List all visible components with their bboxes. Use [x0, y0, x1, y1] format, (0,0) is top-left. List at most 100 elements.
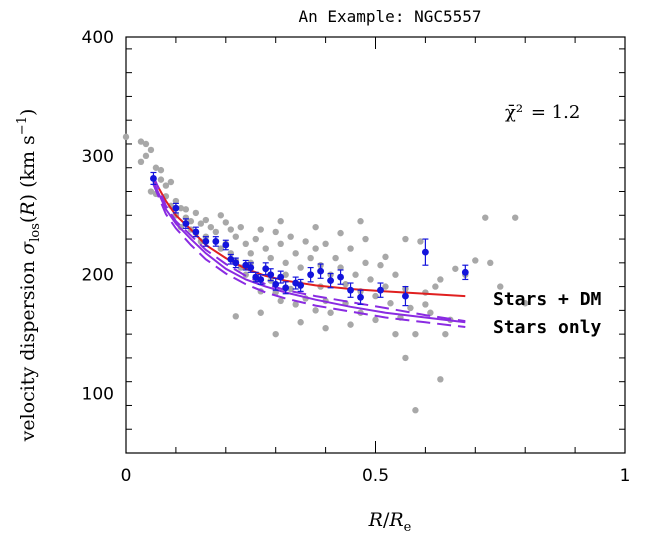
plot-area: 0 0.5 1 100 200 300 400 — [82, 28, 631, 486]
stars-only-line — [152, 181, 466, 324]
scatter-point — [407, 304, 414, 312]
scatter-point — [402, 354, 409, 362]
scatter-point — [197, 220, 205, 227]
scatter-point — [312, 223, 319, 231]
label-stars-only: Stars only — [493, 317, 602, 338]
scatter-point — [412, 330, 419, 338]
scatter-point — [487, 259, 494, 267]
binned-point — [262, 265, 270, 273]
scatter-point — [187, 218, 195, 225]
scatter-point — [202, 216, 210, 224]
scatter-point — [222, 219, 229, 226]
binned-point — [422, 248, 429, 256]
y-tick-label: 100 — [82, 385, 114, 405]
y-tick-label: 200 — [82, 266, 114, 286]
binned-point — [227, 255, 235, 263]
scatter-point — [272, 330, 279, 338]
scatter-point — [332, 254, 339, 262]
scatter-point — [352, 271, 359, 278]
scatter-point — [267, 254, 274, 262]
scatter-point — [322, 325, 329, 332]
binned-point — [172, 204, 180, 212]
scatter-point — [232, 313, 239, 320]
binned-point — [307, 271, 315, 279]
scatter-point — [212, 228, 220, 236]
scatter-point — [297, 264, 304, 271]
binned-point — [272, 280, 280, 288]
scatter-point — [217, 245, 225, 252]
scatter-point — [122, 133, 130, 141]
binned-point — [192, 228, 200, 236]
y-tick-label: 300 — [82, 147, 114, 167]
binned-point — [377, 286, 384, 294]
scatter-point — [347, 321, 354, 328]
scatter-point — [347, 245, 354, 252]
binned-point — [267, 271, 275, 279]
scatter-point — [287, 285, 294, 293]
scatter-point — [137, 158, 145, 165]
chi2-symbol: χ̄² — [505, 102, 523, 123]
scatter-point — [297, 319, 304, 326]
scatter-point — [367, 276, 374, 283]
binned-point — [357, 293, 364, 301]
binned-point — [337, 273, 344, 281]
scatter-point — [482, 214, 489, 221]
scatter-point — [322, 240, 329, 248]
binned-point — [232, 259, 240, 267]
scatter-point — [302, 238, 309, 245]
scatter-point — [277, 240, 284, 248]
scatter-point — [282, 271, 289, 278]
scatter-point — [167, 178, 175, 186]
x-tick-label: 0 — [121, 466, 132, 486]
scatter-point — [162, 182, 170, 189]
scatter-point — [372, 292, 379, 300]
scatter-point — [272, 228, 279, 236]
scatter-point — [217, 212, 225, 219]
chi2-annotation: χ̄² = 1.2 — [505, 102, 580, 123]
scatter-point — [292, 250, 299, 257]
chart-title: An Example: NGC5557 — [298, 7, 481, 26]
scatter-point — [437, 276, 444, 283]
model-dashed-line — [152, 184, 466, 328]
scatter-point — [252, 235, 259, 243]
y-tick-label: 400 — [82, 28, 114, 48]
scatter-point — [382, 253, 389, 261]
stars-dm-line — [152, 177, 466, 298]
scatter-point — [472, 257, 479, 264]
scatter-point — [142, 152, 150, 160]
scatter-point — [337, 264, 344, 271]
scatter-point — [232, 233, 239, 240]
scatter-point — [392, 271, 399, 278]
scatter-point — [287, 233, 294, 240]
scatter-point — [192, 209, 200, 217]
label-stars-dm: Stars + DM — [493, 289, 602, 310]
scatter-point — [257, 226, 264, 233]
scatter-point — [432, 283, 439, 290]
scatter-point — [307, 254, 314, 262]
scatter-point — [262, 245, 269, 252]
chi2-value: = 1.2 — [531, 102, 580, 123]
scatter-point — [327, 309, 334, 316]
scatter-point — [357, 218, 364, 225]
scatter-point — [512, 214, 519, 221]
scatter-point — [422, 301, 429, 308]
scatter-point — [257, 309, 264, 316]
binned-point — [347, 286, 354, 294]
binned-point — [461, 268, 469, 276]
scatter-point — [277, 218, 284, 225]
x-tick-label: 1 — [620, 466, 631, 486]
binned-point — [182, 220, 190, 228]
y-axis-label: velocity dispersion σlos(R) (km s−1) — [15, 109, 43, 443]
scatter-point — [157, 166, 165, 174]
scatter-point — [282, 259, 289, 267]
scatter-point — [197, 238, 205, 245]
scatter-point — [437, 376, 444, 383]
binned-point — [257, 276, 265, 283]
scatter-point — [312, 245, 319, 252]
binned-point — [150, 175, 157, 182]
scatter-point — [172, 197, 180, 205]
scatter-point — [522, 300, 529, 307]
scatter-point — [362, 259, 369, 267]
scatter-point — [372, 316, 379, 324]
binned-point — [317, 267, 325, 275]
